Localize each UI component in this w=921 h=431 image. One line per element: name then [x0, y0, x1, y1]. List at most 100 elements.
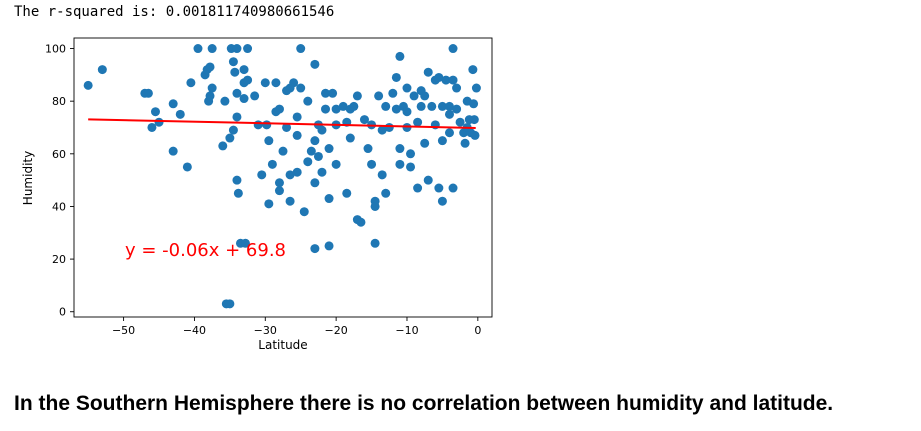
data-point [423, 67, 433, 77]
x-tick-label: −20 [325, 324, 348, 337]
data-point [448, 44, 458, 54]
data-point [381, 101, 391, 111]
data-point [205, 91, 215, 101]
data-point [168, 146, 178, 156]
regression-line [88, 118, 476, 129]
data-point [402, 122, 412, 132]
data-point [331, 104, 341, 114]
data-point [321, 88, 331, 98]
data-point [452, 83, 462, 93]
data-point [232, 44, 242, 54]
data-point [285, 196, 295, 206]
data-point [416, 101, 426, 111]
data-point [218, 141, 228, 151]
x-tick-label: −30 [254, 324, 277, 337]
data-point [413, 183, 423, 193]
y-tick-label: 20 [52, 253, 66, 266]
data-point [296, 83, 306, 93]
data-point [274, 178, 284, 188]
data-point [292, 167, 302, 177]
data-point [230, 67, 240, 77]
data-point [395, 144, 405, 154]
data-point [370, 238, 380, 248]
data-point [232, 88, 242, 98]
data-point [257, 170, 267, 180]
data-point [228, 125, 238, 135]
data-point [310, 244, 320, 254]
data-point [147, 122, 157, 132]
data-point [409, 91, 419, 101]
data-point [260, 78, 270, 88]
data-point [271, 78, 281, 88]
regression-equation: y = -0.06x + 69.8 [125, 240, 286, 261]
data-point [437, 196, 447, 206]
data-point [239, 94, 249, 104]
data-point [469, 99, 479, 109]
y-tick-label: 100 [45, 43, 66, 56]
data-point [310, 59, 320, 69]
y-tick-label: 80 [52, 95, 66, 108]
data-point [207, 83, 217, 93]
data-point [444, 101, 454, 111]
data-point [310, 136, 320, 146]
data-point [374, 91, 384, 101]
data-point [296, 44, 306, 54]
data-point [324, 194, 334, 204]
data-point [278, 146, 288, 156]
data-point [356, 217, 366, 227]
data-point [437, 101, 447, 111]
conclusion-text: In the Southern Hemisphere there is no c… [14, 392, 834, 415]
data-point [381, 188, 391, 198]
x-tick-label: −40 [183, 324, 206, 337]
data-point [250, 91, 260, 101]
data-point [262, 120, 272, 130]
data-point [448, 75, 458, 85]
data-point [253, 120, 263, 130]
data-point [402, 83, 412, 93]
data-point [274, 104, 284, 114]
data-point [384, 122, 394, 132]
data-point [342, 188, 352, 198]
data-point [274, 186, 284, 196]
data-point [377, 170, 387, 180]
y-tick-label: 60 [52, 148, 66, 161]
data-point [150, 107, 160, 117]
data-point [154, 117, 164, 127]
data-point [388, 88, 398, 98]
data-point [205, 62, 215, 72]
scatter-plot: −50 −40 −30 −20 −10 0 0 20 40 60 80 100 Latitude Hu… [21, 37, 493, 352]
data-point [264, 136, 274, 146]
data-point [225, 299, 235, 309]
data-point [289, 78, 299, 88]
data-point [434, 72, 444, 82]
data-point [264, 199, 274, 209]
data-point [220, 96, 230, 106]
data-point [207, 44, 217, 54]
data-point [370, 201, 380, 211]
data-point [391, 72, 401, 82]
data-point [228, 57, 238, 67]
data-point [193, 44, 203, 54]
data-point [470, 130, 480, 140]
y-tick-label: 0 [59, 306, 66, 319]
data-point [471, 83, 481, 93]
data-point [460, 138, 470, 148]
x-axis-label: Latitude [258, 338, 307, 352]
data-point [468, 65, 478, 75]
data-point [367, 159, 377, 169]
data-point [391, 104, 401, 114]
data-point [352, 91, 362, 101]
data-point [267, 159, 277, 169]
x-tick-label: −50 [112, 324, 135, 337]
data-point [324, 144, 334, 154]
data-point [317, 167, 327, 177]
data-point [240, 238, 250, 248]
data-point [455, 117, 465, 127]
data-point [239, 65, 249, 75]
data-point [303, 96, 313, 106]
data-point [469, 115, 479, 125]
data-point [345, 133, 355, 143]
data-point [420, 91, 430, 101]
data-point [282, 86, 292, 96]
data-point [306, 146, 316, 156]
